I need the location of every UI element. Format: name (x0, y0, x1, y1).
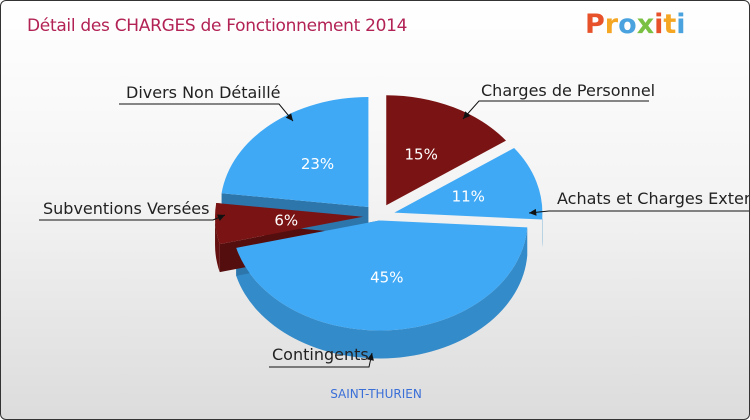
chart-title: Détail des CHARGES de Fonctionnement 201… (27, 16, 408, 36)
leader-arrowhead (529, 208, 537, 216)
logo-letter: r (604, 9, 619, 40)
leader-line (528, 210, 749, 214)
leader-line (119, 103, 294, 122)
commune-name: SAINT-THURIEN (330, 387, 422, 401)
pie-slice-side (236, 227, 528, 359)
slice-label: Subventions Versées (43, 199, 209, 218)
pie-slice-percent: 45% (370, 268, 403, 286)
logo-letter: o (618, 9, 637, 40)
leader-arrowhead (463, 111, 471, 119)
leader-arrowhead (285, 113, 293, 121)
slice-label: Contingents (272, 345, 369, 364)
slice-label: Divers Non Détaillé (126, 83, 280, 102)
leader-arrowhead (367, 353, 374, 361)
proxiti-logo[interactable]: Proxiti (585, 9, 686, 40)
pie-slice-3[interactable] (236, 220, 528, 331)
slice-label: Charges de Personnel (481, 81, 655, 100)
logo-letter: i (676, 9, 686, 40)
pie-slice-5[interactable] (221, 96, 369, 207)
pie-slice-4[interactable] (215, 202, 364, 245)
pie-slice-1[interactable] (386, 95, 506, 206)
logo-letter: x (636, 9, 655, 40)
logo-letter: t (663, 9, 677, 40)
leader-line (462, 100, 649, 120)
pie-slice-2[interactable] (394, 147, 543, 220)
leader-arrowhead (217, 214, 225, 221)
slice-label: Achats et Charges Externes (557, 189, 749, 208)
pie-slice-percent: 11% (452, 188, 485, 206)
logo-letter: i (654, 9, 664, 40)
logo-letter: P (585, 9, 605, 40)
pie-slice-percent: 23% (301, 155, 334, 173)
pie-slice-percent: 6% (274, 211, 298, 229)
pie-slice-side (215, 216, 220, 273)
pie-slice-percent: 15% (405, 145, 438, 163)
